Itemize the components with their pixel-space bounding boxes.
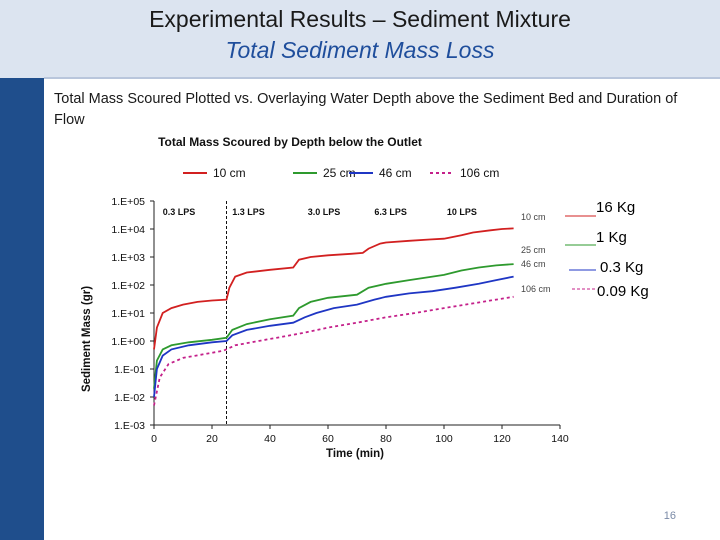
series-end-label: 25 cm — [521, 245, 546, 255]
slide-description: Total Mass Scoured Plotted vs. Overlayin… — [54, 91, 678, 128]
chart-title: Total Mass Scoured by Depth below the Ou… — [158, 135, 422, 149]
series-end-label: 10 cm — [521, 212, 546, 222]
y-tick-label: 1.E+04 — [111, 224, 145, 236]
left-accent-bar — [0, 78, 44, 540]
slide-subtitle-italic: Total Sediment Mass Loss — [225, 37, 495, 63]
sediment-mass-chart: Total Mass Scoured by Depth below the Ou… — [75, 129, 585, 469]
y-tick-label: 1.E+03 — [111, 252, 145, 264]
chart-background — [75, 129, 585, 469]
y-axis-label: Sediment Mass (gr) — [81, 286, 93, 392]
callout-0-09kg: 0.09 Kg — [597, 283, 649, 300]
x-tick-label: 80 — [380, 433, 392, 445]
x-tick-label: 140 — [551, 433, 569, 445]
flow-rate-label: 3.0 LPS — [308, 207, 341, 217]
series-line — [153, 227, 514, 350]
chart-legend: 10 cm 25 cm 46 cm 106 cm — [183, 166, 499, 180]
title-band — [0, 0, 720, 78]
series-end-label: 46 cm — [521, 259, 546, 269]
y-tick-label: 1.E-03 — [114, 420, 145, 432]
x-tick-label: 40 — [264, 433, 276, 445]
callout-leader-lines — [565, 215, 596, 290]
series-end-label: 106 cm — [521, 284, 551, 294]
flow-rate-label: 0.3 LPS — [163, 207, 196, 217]
flow-rate-label: 10 LPS — [447, 207, 477, 217]
header-rule — [44, 77, 720, 79]
series-line — [153, 263, 514, 389]
legend-label: 25 cm — [323, 166, 356, 180]
x-axis-label: Time (min) — [326, 448, 384, 460]
plot-area: 1.E-03 1.E-02 1.E-01 1.E+00 1.E+01 1.E+02 1.E+… — [111, 196, 568, 445]
x-tick-label: 100 — [435, 433, 453, 445]
y-tick-label: 1.E+02 — [111, 280, 145, 292]
series-line — [153, 275, 514, 398]
x-tick-label: 0 — [151, 433, 157, 445]
flow-rate-label: 1.3 LPS — [232, 207, 265, 217]
x-tick-label: 120 — [493, 433, 511, 445]
legend-label: 46 cm — [379, 166, 412, 180]
y-tick-label: 1.E+00 — [111, 336, 145, 348]
slide-number: 16 — [663, 510, 676, 522]
callout-1kg: 1 Kg — [596, 229, 627, 246]
y-tick-label: 1.E-01 — [114, 364, 145, 376]
y-tick-label: 1.E+05 — [111, 196, 145, 208]
slide-title: Experimental Results – Sediment Mixture — [149, 6, 571, 32]
callout-0-3kg: 0.3 Kg — [600, 259, 644, 276]
legend-label: 10 cm — [213, 166, 246, 180]
y-tick-label: 1.E-02 — [114, 392, 145, 404]
series-line — [153, 295, 514, 406]
accent-divider — [44, 78, 46, 540]
legend-label: 106 cm — [460, 166, 499, 180]
y-tick-label: 1.E+01 — [111, 308, 145, 320]
flow-rate-label: 6.3 LPS — [374, 207, 407, 217]
x-tick-label: 20 — [206, 433, 218, 445]
callout-16kg: 16 Kg — [596, 199, 636, 216]
x-tick-label: 60 — [322, 433, 334, 445]
